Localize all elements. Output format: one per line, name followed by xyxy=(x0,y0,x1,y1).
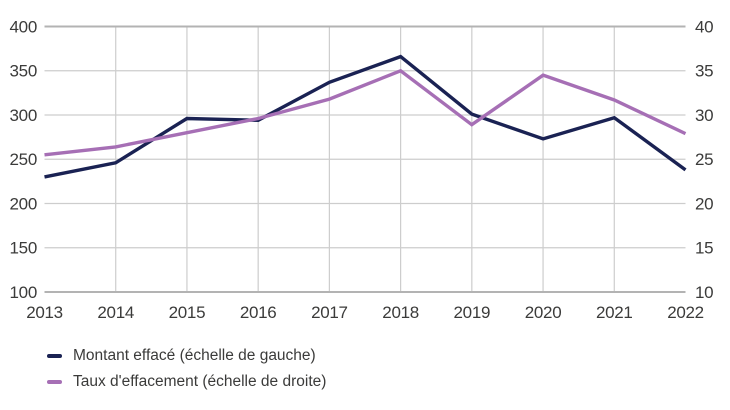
y-axis-tick-label-right: 25 xyxy=(695,150,713,169)
y-axis-tick-label-right: 20 xyxy=(695,194,713,213)
legend-item-montant-efface: Montant effacé (échelle de gauche) xyxy=(47,343,326,369)
x-axis-tick-label: 2021 xyxy=(596,303,633,322)
legend-dash-montant-icon xyxy=(47,354,62,358)
y-axis-tick-label-left: 400 xyxy=(10,17,37,36)
y-axis-tick-label-right: 15 xyxy=(695,239,713,258)
series-line-taux-effacement xyxy=(44,68,687,157)
x-axis-tick-label: 2016 xyxy=(240,303,277,322)
y-axis-tick-label-right: 30 xyxy=(695,106,713,125)
y-axis-tick-label-left: 200 xyxy=(10,194,37,213)
line-chart-canvas: 400 40 350 35 300 30 250 25 200 20 150 15 100 10 2013 2… xyxy=(10,17,714,322)
x-axis-tick-label: 2020 xyxy=(525,303,562,322)
y-axis-tick-label-left: 300 xyxy=(10,106,37,125)
x-axis-tick-label: 2014 xyxy=(97,303,134,322)
x-axis-tick-label: 2019 xyxy=(454,303,491,322)
y-axis-tick-label-left: 100 xyxy=(10,283,37,302)
x-axis-tick-label: 2017 xyxy=(311,303,348,322)
y-axis-tick-label-right: 35 xyxy=(695,62,713,81)
x-axis-tick-label: 2018 xyxy=(382,303,419,322)
y-axis-tick-label-left: 350 xyxy=(10,62,37,81)
legend-dash-taux-icon xyxy=(47,380,62,384)
y-axis-tick-label-left: 150 xyxy=(10,239,37,258)
y-axis-tick-label-left: 250 xyxy=(10,150,37,169)
legend-label-taux: Taux d'effacement (échelle de droite) xyxy=(73,373,327,390)
legend-item-taux-effacement: Taux d'effacement (échelle de droite) xyxy=(47,369,326,395)
chart-legend: Montant effacé (échelle de gauche) Taux … xyxy=(47,343,326,395)
x-axis-tick-label: 2013 xyxy=(26,303,63,322)
y-axis-tick-label-right: 40 xyxy=(695,17,713,36)
x-axis-tick-label: 2015 xyxy=(169,303,206,322)
x-axis-tick-label: 2022 xyxy=(667,303,704,322)
y-axis-tick-label-right: 10 xyxy=(695,283,713,302)
legend-label-montant: Montant effacé (échelle de gauche) xyxy=(73,347,316,364)
